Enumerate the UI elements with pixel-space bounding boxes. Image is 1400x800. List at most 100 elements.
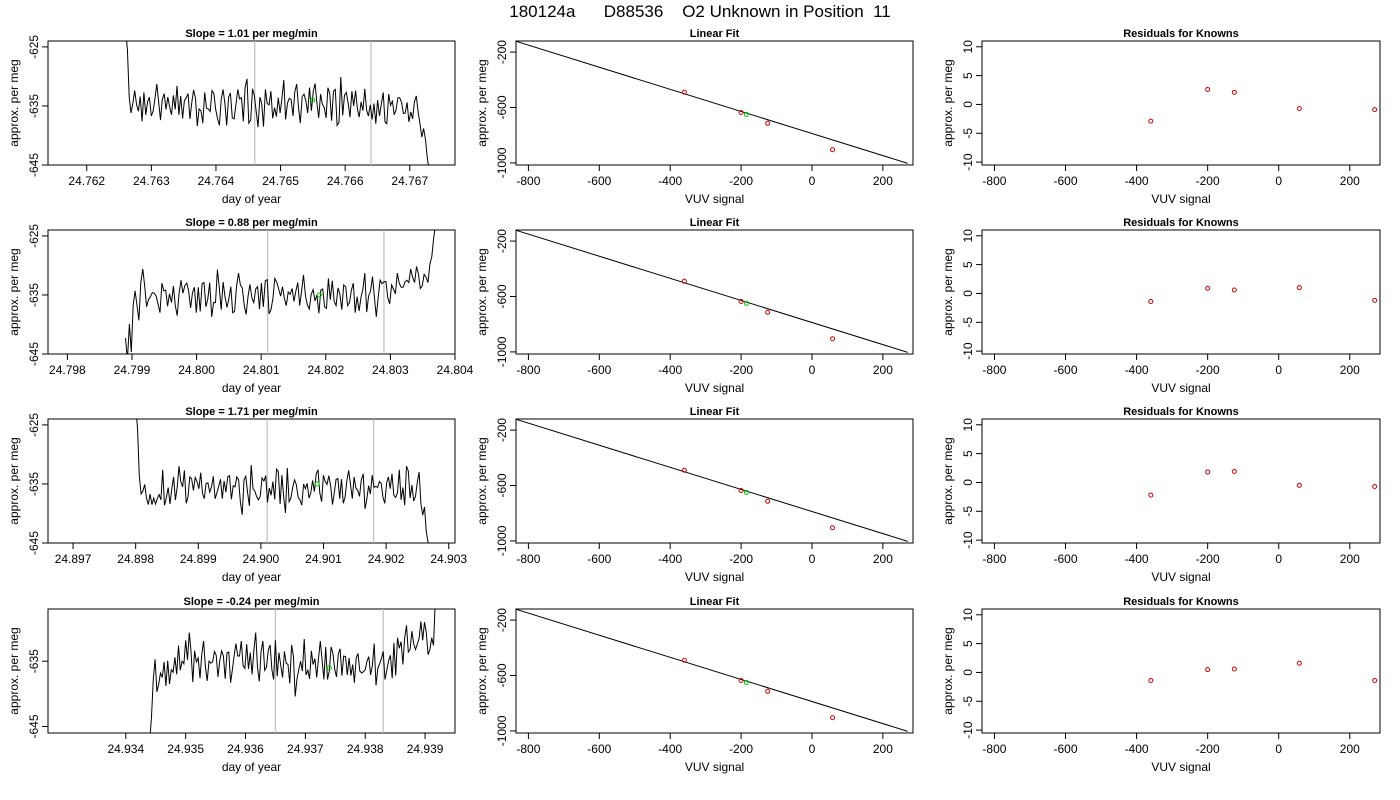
x-tick-label: 0 <box>809 552 816 566</box>
y-tick-label: -625 <box>27 35 41 59</box>
unknown-point <box>743 300 749 306</box>
y-tick-label: -645 <box>27 531 41 555</box>
y-tick-label: 5 <box>961 640 975 647</box>
plot-area <box>125 230 436 354</box>
x-tick-label: 0 <box>1275 363 1282 377</box>
x-tick-label: -800 <box>982 363 1006 377</box>
panel-2-2: Residuals for Knowns -800 -600 -400 -200 0 200… <box>941 406 1381 584</box>
plot-frame <box>981 418 1381 544</box>
panel-title: Residuals for Knowns <box>1123 596 1239 608</box>
y-tick-label: -645 <box>27 714 41 738</box>
y-tick-label: -635 <box>27 283 41 307</box>
y-axis-label: approx. per meg <box>941 627 955 714</box>
plot-area <box>1148 660 1378 684</box>
known-point <box>738 677 744 683</box>
x-tick-label: 24.934 <box>107 742 144 756</box>
x-tick-label: -600 <box>587 174 611 188</box>
known-point <box>830 715 836 721</box>
y-tick-label: -200 <box>495 229 509 253</box>
residual-point <box>1296 105 1302 111</box>
plot-area <box>126 41 429 165</box>
known-point <box>738 487 744 493</box>
x-tick-label: -600 <box>1053 174 1077 188</box>
x-tick-label: 24.900 <box>243 552 280 566</box>
plot-area <box>516 419 910 559</box>
x-tick-label: -800 <box>516 174 540 188</box>
y-tick-label: -10 <box>961 531 975 549</box>
x-axis-label: VUV signal <box>1151 381 1210 395</box>
x-tick-label: 0 <box>809 363 816 377</box>
x-tick-label: -200 <box>729 552 753 566</box>
panel-title: Residuals for Knowns <box>1123 28 1239 40</box>
x-axis-label: VUV signal <box>685 381 744 395</box>
known-point <box>681 657 687 663</box>
x-tick-label: 24.803 <box>372 363 409 377</box>
residual-point <box>1205 285 1211 291</box>
signal-line <box>136 419 429 543</box>
y-tick-label: -600 <box>495 95 509 119</box>
x-tick-label: 24.901 <box>305 552 342 566</box>
y-tick-label: -635 <box>27 94 41 118</box>
y-tick-label: -600 <box>495 663 509 687</box>
known-point <box>765 120 771 126</box>
y-axis-label: approx. per meg <box>475 627 489 714</box>
panel-3-0: Slope = -0.24 per meg/min 24.934 24.935 24.… <box>7 596 456 774</box>
plot-frame <box>981 229 1381 355</box>
x-tick-label: -800 <box>516 363 540 377</box>
x-tick-label: 24.804 <box>437 363 474 377</box>
x-tick-label: 200 <box>873 363 893 377</box>
plot-area <box>1148 86 1378 124</box>
residual-point <box>1148 678 1154 684</box>
x-tick-label: -400 <box>1125 742 1149 756</box>
known-point <box>906 366 910 370</box>
known-point <box>906 555 910 559</box>
residual-point <box>1148 118 1154 124</box>
x-tick-label: 24.766 <box>327 174 364 188</box>
x-tick-label: -800 <box>516 552 540 566</box>
x-axis-label: day of year <box>222 760 281 774</box>
y-tick-label: -600 <box>495 473 509 497</box>
x-tick-label: 24.939 <box>407 742 444 756</box>
panel-1-1: Linear Fit -800 -600 -400 -200 0 200 VUV signal… <box>475 217 914 395</box>
y-tick-label: -625 <box>27 413 41 437</box>
plot-area <box>516 609 908 732</box>
y-tick-label: 5 <box>961 261 975 268</box>
x-tick-label: 24.897 <box>55 552 92 566</box>
residual-point <box>1372 297 1378 303</box>
panel-title: Linear Fit <box>690 596 740 608</box>
x-tick-label: -200 <box>729 174 753 188</box>
panel-title: Residuals for Knowns <box>1123 217 1239 229</box>
known-point <box>681 467 687 473</box>
x-tick-label: 0 <box>809 174 816 188</box>
y-tick-label: -200 <box>495 608 509 632</box>
x-tick-label: -600 <box>587 363 611 377</box>
panel-0-2: Residuals for Knowns -800 -600 -400 -200 0 200… <box>941 28 1381 206</box>
y-tick-label: 10 <box>961 40 975 54</box>
x-tick-label: -800 <box>982 174 1006 188</box>
x-tick-label: 24.800 <box>178 363 215 377</box>
y-tick-label: -1000 <box>495 715 509 746</box>
unknown-point <box>743 111 749 117</box>
x-tick-label: -200 <box>729 742 753 756</box>
unknown-point <box>316 292 322 298</box>
y-tick-label: -625 <box>27 224 41 248</box>
x-tick-label: 24.935 <box>167 742 204 756</box>
residual-point <box>1205 469 1211 475</box>
known-point <box>765 688 771 694</box>
plot-frame <box>981 608 1381 734</box>
x-tick-label: 200 <box>873 552 893 566</box>
y-tick-label: 10 <box>961 418 975 432</box>
signal-line <box>126 41 429 165</box>
x-tick-label: -800 <box>982 742 1006 756</box>
y-tick-label: 0 <box>961 290 975 297</box>
unknown-point <box>310 97 316 103</box>
x-tick-label: -400 <box>1125 552 1149 566</box>
residual-point <box>1296 285 1302 291</box>
x-tick-label: -400 <box>658 742 682 756</box>
y-tick-label: -200 <box>495 40 509 64</box>
y-tick-label: -645 <box>27 342 41 366</box>
x-tick-label: 0 <box>1275 174 1282 188</box>
residual-point <box>1205 667 1211 673</box>
x-tick-label: -400 <box>658 552 682 566</box>
x-axis-label: VUV signal <box>685 570 744 584</box>
